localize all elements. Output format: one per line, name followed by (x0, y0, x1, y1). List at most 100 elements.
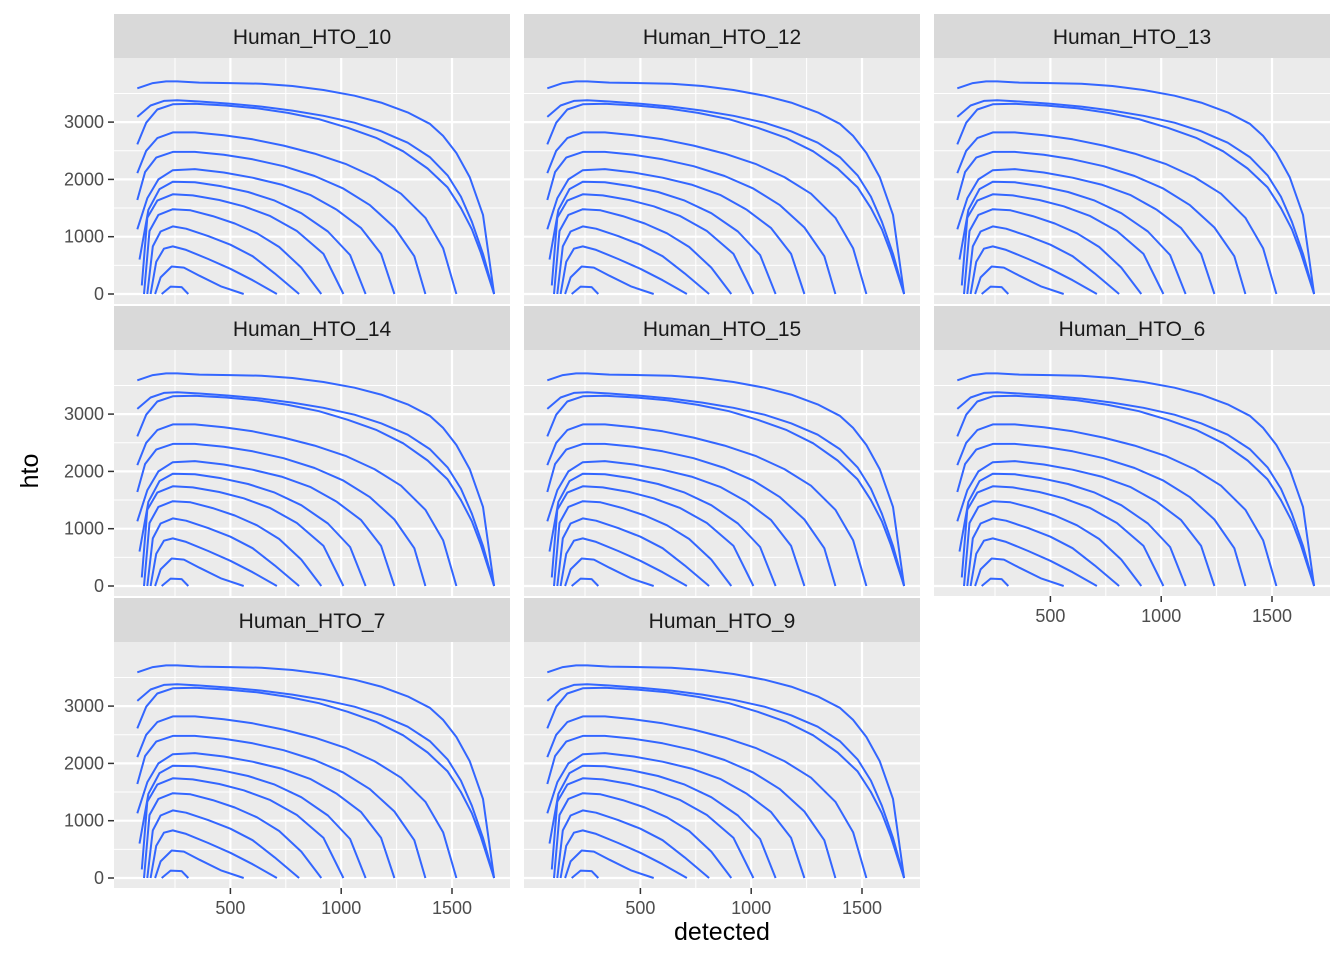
contour-line-6 (960, 193, 1165, 295)
contour-line-5 (553, 792, 733, 879)
contour-line-12 (546, 683, 906, 879)
y-tick-label: 1000 (64, 519, 104, 539)
contour-line-6 (550, 193, 755, 295)
x-tick-label: 1000 (731, 898, 771, 918)
facet-strip-label: Human_HTO_14 (233, 318, 392, 341)
contour-line-9 (956, 150, 1247, 295)
contour-line-1 (571, 577, 600, 587)
contour-line-6 (960, 485, 1165, 587)
y-tick-label: 2000 (64, 169, 104, 189)
facet-strip (934, 14, 1330, 58)
contour-line-4 (556, 809, 710, 879)
facet-strip (524, 306, 920, 350)
contour-line-2 (564, 557, 655, 587)
y-tick-label: 0 (94, 284, 104, 304)
facet-strip (114, 598, 510, 642)
x-tick-label: 500 (625, 898, 655, 918)
contour-line-1 (161, 285, 190, 295)
contour-line-2 (974, 265, 1065, 295)
contour-line-8 (136, 752, 396, 879)
x-tick-label: 1500 (842, 898, 882, 918)
contour-line-11 (546, 686, 906, 879)
x-tick-label: 1000 (1141, 606, 1181, 626)
contour-line-3 (559, 245, 688, 295)
contour-line-3 (149, 245, 278, 295)
contour-line-12 (136, 99, 496, 295)
contour-line-7 (548, 472, 777, 587)
contour-line-9 (546, 150, 837, 295)
contour-line-8 (956, 460, 1216, 587)
x-tick-label: 1500 (432, 898, 472, 918)
y-tick-label: 3000 (64, 696, 104, 716)
contour-line-2 (154, 265, 245, 295)
contour-line-10 (546, 423, 868, 587)
series-lines (546, 80, 906, 295)
gridlines (524, 58, 920, 304)
series-lines (136, 80, 496, 295)
facet-human-hto-7: Human_HTO_7 0 1000 2000 3000 500 1000 1500 (64, 598, 510, 918)
contour-line-3 (559, 537, 688, 587)
contour-line-9 (136, 734, 427, 879)
y-tick-label: 2000 (64, 461, 104, 481)
facet-strip-label: Human_HTO_13 (1053, 26, 1211, 49)
contour-line-8 (136, 168, 396, 295)
contour-line-4 (146, 809, 300, 879)
facet-strip-label: Human_HTO_7 (239, 610, 386, 633)
contour-line-4 (556, 517, 710, 587)
contour-line-13 (956, 372, 1316, 587)
contour-line-6 (140, 485, 345, 587)
contour-line-10 (956, 423, 1278, 587)
gridlines (524, 350, 920, 596)
contour-line-6 (140, 193, 345, 295)
series-lines (956, 80, 1316, 295)
y-tick-label: 3000 (64, 404, 104, 424)
contour-line-7 (548, 180, 777, 295)
contour-line-6 (550, 777, 755, 879)
contour-line-1 (981, 285, 1010, 295)
facet-human-hto-9: Human_HTO_9 500 1000 1500 (524, 598, 920, 918)
contour-line-3 (969, 245, 1098, 295)
contour-line-5 (143, 500, 323, 587)
facet-strip (934, 306, 1330, 350)
contour-line-5 (963, 208, 1143, 295)
contour-line-13 (956, 80, 1316, 295)
contour-line-10 (546, 715, 868, 879)
contour-line-6 (550, 485, 755, 587)
facet-strip (114, 14, 510, 58)
y-tick-label: 2000 (64, 753, 104, 773)
contour-line-9 (546, 442, 837, 587)
contour-line-2 (974, 557, 1065, 587)
contour-line-1 (161, 577, 190, 587)
facet-strip-label: Human_HTO_15 (643, 318, 801, 341)
contour-line-12 (546, 99, 906, 295)
contour-line-5 (963, 500, 1143, 587)
x-tick-label: 1500 (1252, 606, 1292, 626)
contour-line-2 (154, 849, 245, 879)
contour-line-12 (956, 391, 1316, 587)
contour-line-8 (136, 460, 396, 587)
y-tick-label: 0 (94, 868, 104, 888)
contour-line-10 (956, 131, 1278, 295)
contour-line-10 (136, 715, 458, 879)
contour-line-11 (546, 394, 906, 587)
series-lines (546, 664, 906, 879)
x-tick-label: 1000 (321, 898, 361, 918)
facet-human-hto-6: Human_HTO_6 500 1000 1500 (934, 306, 1330, 626)
facet-strip-label: Human_HTO_9 (649, 610, 796, 633)
contour-line-1 (571, 869, 600, 879)
facet-strip (524, 14, 920, 58)
facet-panels: Human_HTO_10 0 1000 2000 3000 Human_HTO_12 Hum… (64, 14, 1330, 918)
contour-line-11 (956, 102, 1316, 295)
contour-line-11 (136, 102, 496, 295)
contour-line-4 (556, 225, 710, 295)
contour-line-13 (136, 80, 496, 295)
contour-line-3 (149, 829, 278, 879)
contour-line-9 (956, 442, 1247, 587)
contour-line-2 (564, 265, 655, 295)
contour-line-3 (969, 537, 1098, 587)
facet-strip-label: Human_HTO_6 (1059, 318, 1206, 341)
contour-line-13 (136, 664, 496, 879)
contour-line-10 (136, 423, 458, 587)
contour-line-4 (146, 517, 300, 587)
contour-line-11 (546, 102, 906, 295)
